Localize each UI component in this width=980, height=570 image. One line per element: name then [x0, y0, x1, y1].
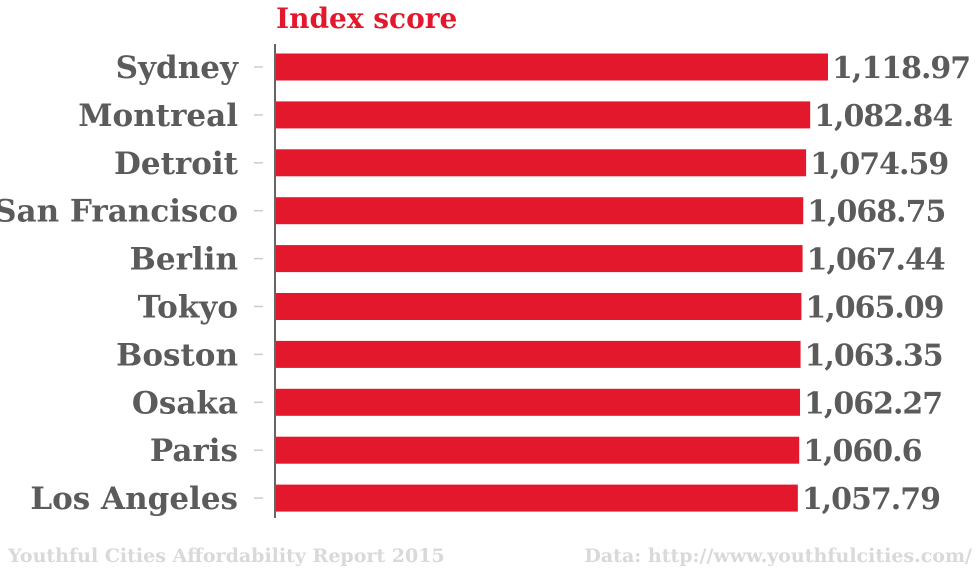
value-label: 1,065.09 [805, 291, 943, 326]
bar [276, 293, 802, 320]
value-label: 1,063.35 [805, 338, 943, 373]
category-label: Osaka [132, 385, 238, 421]
bar [276, 340, 801, 368]
chart-title: Index score [276, 2, 457, 35]
value-label: 1,074.59 [810, 147, 948, 182]
bar [276, 484, 798, 512]
bar [276, 53, 828, 81]
category-label: Paris [150, 433, 238, 469]
value-label: 1,118.97 [832, 51, 970, 86]
category-label: Berlin [130, 242, 238, 278]
category-label: Tokyo [138, 290, 238, 326]
bar [276, 436, 800, 464]
value-label: 1,068.75 [807, 195, 945, 230]
bar [276, 245, 803, 273]
bar [276, 101, 811, 129]
category-label: Los Angeles [30, 481, 238, 517]
value-label: 1,082.84 [814, 99, 952, 134]
value-label: 1,067.44 [807, 243, 945, 278]
bar [276, 197, 804, 225]
value-label: 1,057.79 [802, 482, 940, 517]
value-label: 1,062.27 [804, 386, 942, 421]
bar-marks: Sydney 1,118.97 Montreal 1,082.84 Detroit 1,0… [0, 50, 971, 517]
footer-source-left: Youthful Cities Affordability Report 201… [8, 545, 445, 567]
category-label: San Francisco [0, 194, 238, 230]
category-label: Detroit [114, 146, 239, 182]
bar [276, 388, 801, 416]
category-label: Boston [116, 337, 238, 373]
footer-source-right: Data: http://www.youthfulcities.com/ [584, 545, 972, 567]
value-label: 1,060.6 [803, 434, 921, 469]
category-label: Montreal [78, 98, 238, 134]
category-label: Sydney [116, 50, 239, 86]
bar [276, 149, 807, 177]
